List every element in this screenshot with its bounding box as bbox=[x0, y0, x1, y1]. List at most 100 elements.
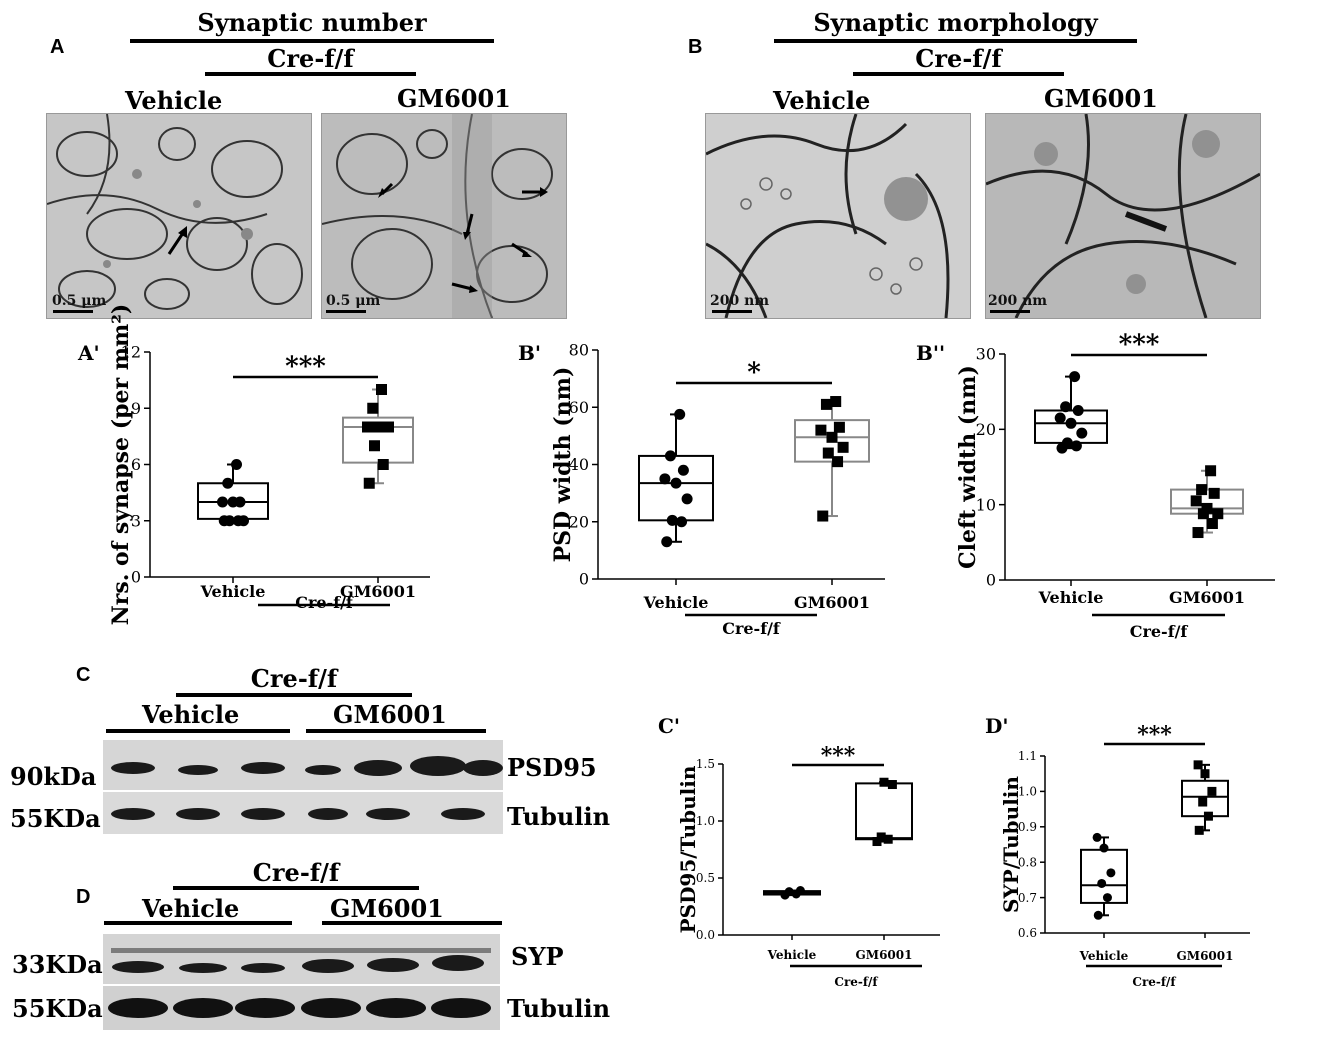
panel-b-gm6001-label: GM6001 bbox=[1044, 84, 1158, 113]
panel-c-gm6001-rule bbox=[306, 729, 486, 733]
data-point bbox=[1205, 465, 1217, 477]
data-point bbox=[1070, 440, 1082, 452]
data-point bbox=[376, 384, 387, 395]
y-tick-label: 0 bbox=[131, 568, 141, 587]
panel-c-protein-tubulin: Tubulin bbox=[507, 802, 611, 831]
data-point bbox=[1200, 769, 1210, 779]
data-point bbox=[222, 477, 234, 489]
group-label: Cre-f/f bbox=[295, 593, 354, 612]
panel-b-genotype-rule bbox=[853, 72, 1064, 76]
data-point bbox=[1208, 487, 1220, 499]
panel-a-vehicle-label: Vehicle bbox=[125, 86, 223, 115]
group-label: Cre-f/f bbox=[1132, 975, 1176, 989]
data-point bbox=[795, 886, 805, 896]
panel-d-gm6001-rule bbox=[322, 921, 502, 925]
data-point bbox=[1193, 760, 1203, 770]
data-point bbox=[681, 493, 693, 505]
y-tick-label: 1.0 bbox=[1018, 785, 1037, 799]
data-point bbox=[1206, 518, 1218, 529]
data-point bbox=[1192, 527, 1204, 539]
data-point bbox=[1198, 797, 1208, 807]
significance-label: *** bbox=[821, 743, 856, 769]
scale-bar-label-a-gm6001: 0.5 μm bbox=[326, 293, 381, 309]
data-point bbox=[1207, 786, 1217, 796]
data-point bbox=[879, 777, 889, 787]
data-point bbox=[666, 514, 678, 526]
em-image-b-vehicle bbox=[705, 113, 971, 319]
panel-letter-a: A bbox=[50, 36, 65, 58]
data-point bbox=[369, 440, 380, 452]
data-point bbox=[784, 887, 794, 897]
group-label: Cre-f/f bbox=[1130, 622, 1189, 641]
y-tick-label: 80 bbox=[569, 341, 589, 360]
panel-letter-c: C bbox=[76, 664, 91, 686]
y-axis-label: SYP/Tubulin bbox=[999, 776, 1023, 913]
panel-d-vehicle-label: Vehicle bbox=[142, 894, 240, 923]
panel-d-gm6001-label: GM6001 bbox=[330, 894, 444, 923]
data-point bbox=[1196, 484, 1208, 496]
x-tick-label: Vehicle bbox=[767, 948, 817, 962]
significance-label: * bbox=[747, 358, 761, 388]
y-axis-label: Cleft width (nm) bbox=[955, 365, 981, 569]
data-point bbox=[1093, 910, 1103, 920]
data-point bbox=[876, 832, 886, 842]
panel-c-vehicle-rule bbox=[106, 729, 290, 733]
blot-d-syp bbox=[103, 934, 500, 984]
x-tick-label: Vehicle bbox=[1038, 588, 1104, 607]
blot-c-tubulin bbox=[103, 792, 503, 834]
box-iqr bbox=[794, 419, 870, 463]
panel-b-header: Synaptic morphology bbox=[813, 8, 1098, 37]
data-point bbox=[832, 456, 844, 468]
scale-bar-label-b-vehicle: 200 nm bbox=[710, 293, 770, 309]
data-point bbox=[670, 477, 682, 489]
group-label: Cre-f/f bbox=[722, 619, 781, 638]
significance-label: *** bbox=[1119, 330, 1160, 360]
y-tick-label: 9 bbox=[131, 399, 141, 418]
x-tick-label: Vehicle bbox=[643, 593, 709, 612]
x-tick-label: GM6001 bbox=[856, 948, 913, 962]
data-point bbox=[379, 421, 391, 433]
y-tick-label: 6 bbox=[131, 455, 141, 474]
panel-letter-d: D bbox=[76, 886, 91, 908]
data-point bbox=[872, 837, 882, 847]
data-point bbox=[820, 398, 832, 410]
x-tick-label: GM6001 bbox=[1169, 588, 1245, 607]
panel-d-vehicle-rule bbox=[104, 921, 292, 925]
data-point bbox=[1072, 405, 1084, 416]
data-point bbox=[833, 421, 845, 433]
panel-a-gm6001-label: GM6001 bbox=[397, 84, 511, 113]
panel-d-genotype-rule bbox=[173, 886, 419, 890]
y-axis-label: PSD95/Tubulin bbox=[676, 765, 700, 933]
data-point bbox=[1060, 401, 1072, 413]
data-point bbox=[1190, 495, 1202, 507]
y-tick-label: 0.0 bbox=[696, 928, 715, 942]
data-point bbox=[1069, 371, 1081, 383]
y-tick-label: 40 bbox=[569, 455, 589, 474]
panel-d-genotype: Cre-f/f bbox=[252, 858, 340, 887]
y-axis-label: Nrs. of synapse (per mm²) bbox=[108, 304, 134, 626]
blot-d-tubulin bbox=[103, 986, 500, 1030]
panel-a-genotype: Cre-f/f bbox=[267, 44, 354, 73]
data-point bbox=[677, 464, 689, 476]
em-image-a-vehicle bbox=[46, 113, 312, 319]
y-tick-label: 20 bbox=[976, 420, 996, 439]
data-point bbox=[1194, 825, 1204, 835]
data-point bbox=[1201, 502, 1213, 514]
y-tick-label: 10 bbox=[976, 495, 996, 514]
data-point bbox=[826, 431, 838, 443]
panel-letter-3-prime: B'' bbox=[916, 341, 945, 365]
data-point bbox=[887, 780, 897, 790]
y-tick-label: 20 bbox=[569, 512, 589, 531]
y-tick-label: 1.5 bbox=[696, 757, 715, 771]
panel-d-weight-syp: 33KDa bbox=[12, 950, 103, 979]
panel-c-genotype-rule bbox=[176, 693, 412, 697]
y-tick-label: 0.9 bbox=[1018, 820, 1037, 834]
data-point bbox=[1092, 832, 1102, 842]
y-tick-label: 0.8 bbox=[1018, 855, 1037, 869]
em-image-a-gm6001 bbox=[321, 113, 567, 319]
data-point bbox=[815, 424, 827, 436]
scale-bar-label-a-vehicle: 0.5 μm bbox=[52, 293, 107, 309]
data-point bbox=[217, 496, 228, 508]
data-point bbox=[377, 459, 389, 470]
